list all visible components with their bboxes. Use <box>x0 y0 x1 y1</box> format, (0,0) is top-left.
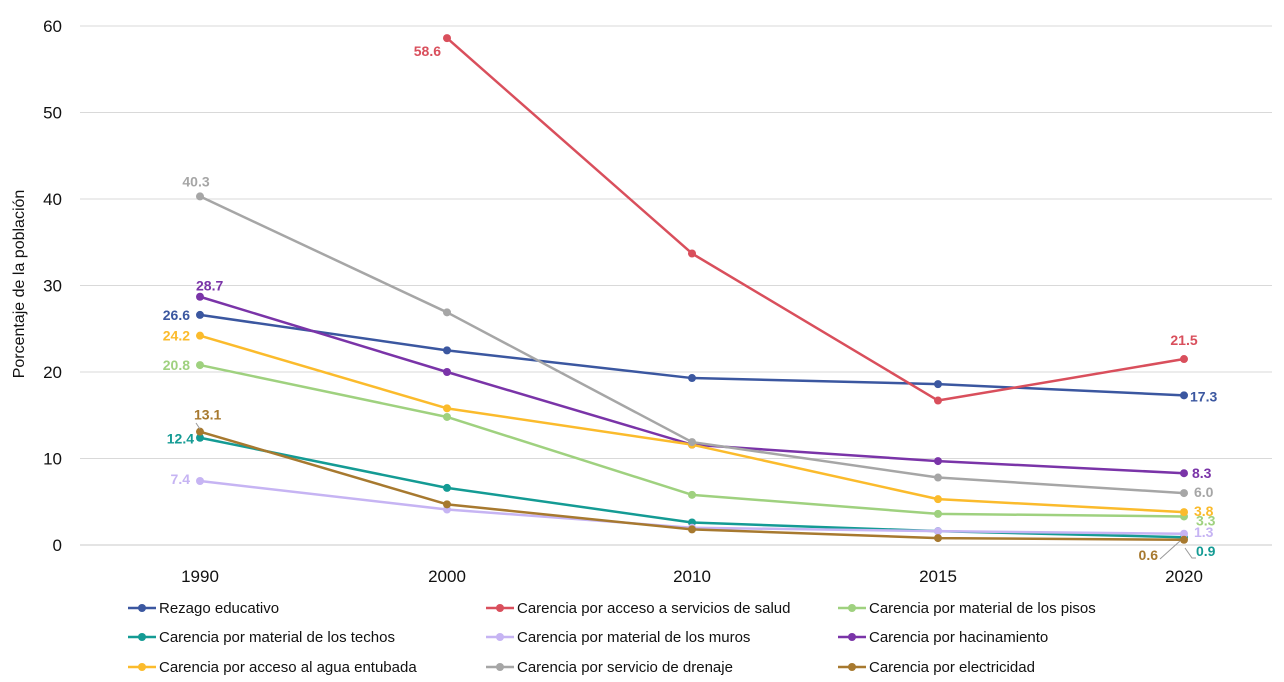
legend-swatch-marker <box>848 633 856 641</box>
y-tick-label: 20 <box>43 363 62 382</box>
legend-label: Carencia por servicio de drenaje <box>517 659 733 676</box>
data-label: 3.8 <box>1194 503 1214 519</box>
legend-label: Carencia por acceso al agua entubada <box>159 659 417 676</box>
leader-line <box>1184 547 1196 559</box>
legend-swatch-marker <box>138 604 146 612</box>
data-label: 20.8 <box>163 357 190 373</box>
legend-label: Carencia por hacinamiento <box>869 629 1048 646</box>
data-point <box>196 427 204 436</box>
series-lines <box>196 34 1188 544</box>
data-point <box>443 346 451 355</box>
data-point <box>196 310 204 319</box>
data-point <box>1180 508 1188 517</box>
data-point <box>443 483 451 492</box>
data-point <box>196 331 204 340</box>
legend-label: Carencia por acceso a servicios de salud <box>517 600 790 617</box>
data-point <box>934 509 942 518</box>
leader-line <box>195 422 201 430</box>
legend-label: Rezago educativo <box>159 600 279 617</box>
y-tick-label: 40 <box>43 190 62 209</box>
legend: Rezago educativo Carencia por acceso a se… <box>128 600 1096 676</box>
y-axis-ticks: 0 10 20 30 40 50 60 <box>43 17 62 555</box>
legend-swatch-marker <box>496 633 504 641</box>
data-point <box>196 192 204 201</box>
data-point <box>688 438 696 447</box>
data-label: 3.3 <box>1196 512 1216 528</box>
data-point <box>196 292 204 301</box>
legend-swatch-marker <box>496 604 504 612</box>
data-label: 12.4 <box>167 431 194 447</box>
data-point <box>688 374 696 383</box>
legend-label: Carencia por electricidad <box>869 659 1035 676</box>
data-point <box>1180 489 1188 498</box>
data-point <box>443 368 451 376</box>
data-point <box>1180 529 1188 538</box>
data-point <box>196 433 204 442</box>
x-axis-ticks: 1990 2000 2010 2015 2020 <box>181 567 1203 586</box>
data-label: 58.6 <box>414 43 441 59</box>
legend-swatch-marker <box>138 663 146 671</box>
y-tick-label: 0 <box>53 536 62 555</box>
data-label: 13.1 <box>194 407 221 423</box>
data-point <box>934 396 942 405</box>
legend-swatch-marker <box>848 663 856 671</box>
data-label: 24.2 <box>163 328 190 344</box>
x-tick-label: 2000 <box>428 567 466 586</box>
y-axis-label: Porcentaje de la población <box>11 190 28 379</box>
leader-line <box>1159 540 1181 560</box>
legend-label: Carencia por material de los techos <box>159 629 395 646</box>
data-point <box>443 34 451 43</box>
x-tick-label: 2020 <box>1165 567 1203 586</box>
data-label: 40.3 <box>182 173 209 189</box>
data-point <box>1180 469 1188 478</box>
data-point <box>1180 355 1188 364</box>
data-point <box>934 534 942 543</box>
y-tick-label: 30 <box>43 277 62 296</box>
data-label: 21.5 <box>1170 332 1197 348</box>
legend-label: Carencia por material de los muros <box>517 629 750 646</box>
legend-label: Carencia por material de los pisos <box>869 600 1096 617</box>
y-tick-label: 10 <box>43 450 62 469</box>
data-point <box>688 249 696 258</box>
data-label: 1.3 <box>1194 524 1214 540</box>
x-tick-label: 1990 <box>181 567 219 586</box>
data-point <box>196 361 204 370</box>
data-labels: 26.6 17.3 58.6 21.5 20.8 3.3 12.4 0.9 7.4 1.3 28.7… <box>163 43 1218 563</box>
data-label: 28.7 <box>196 278 223 294</box>
data-point <box>934 473 942 482</box>
legend-swatch-marker <box>496 663 504 671</box>
legend-swatch-marker <box>138 633 146 641</box>
data-point <box>443 412 451 421</box>
data-point <box>443 308 451 317</box>
legend-swatch-marker <box>848 604 856 612</box>
data-point <box>443 500 451 509</box>
data-point <box>934 380 942 389</box>
y-tick-label: 50 <box>43 104 62 123</box>
data-point <box>1180 391 1188 400</box>
data-label: 0.6 <box>1139 547 1159 563</box>
data-point <box>1180 535 1188 544</box>
data-label: 17.3 <box>1190 388 1217 404</box>
data-point <box>934 457 942 466</box>
data-label: 6.0 <box>1194 484 1214 500</box>
data-label: 8.3 <box>1192 465 1212 481</box>
x-tick-label: 2010 <box>673 567 711 586</box>
data-point <box>934 495 942 504</box>
y-tick-label: 60 <box>43 17 62 36</box>
data-point <box>934 527 942 536</box>
x-tick-label: 2015 <box>919 567 957 586</box>
data-label: 26.6 <box>163 307 190 323</box>
data-point <box>443 404 451 413</box>
gridlines <box>80 25 1272 546</box>
series-line <box>199 334 1185 514</box>
data-label: 7.4 <box>171 471 191 487</box>
data-point <box>688 490 696 499</box>
data-point <box>196 476 204 485</box>
data-label: 0.9 <box>1196 543 1216 559</box>
series-line <box>446 37 1185 402</box>
data-point <box>688 525 696 534</box>
